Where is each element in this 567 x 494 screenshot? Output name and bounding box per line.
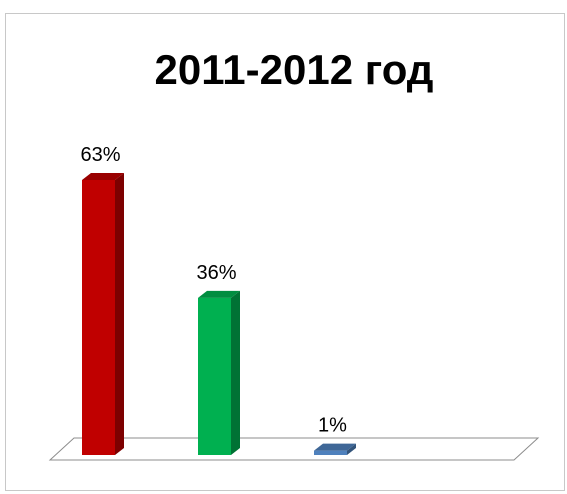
data-label-3: 1% [318, 415, 347, 437]
bar-front [314, 450, 347, 455]
chart-title: 2011-2012 год [155, 46, 434, 93]
bar-top [82, 173, 124, 180]
bar-front [198, 297, 231, 455]
bars-layer [82, 173, 356, 455]
bar-3 [314, 443, 356, 455]
data-label-2: 36% [196, 262, 236, 284]
bar-side [115, 173, 124, 455]
labels-layer: 63% 36% 1% [80, 144, 347, 437]
bar-top [198, 290, 240, 298]
chart-floor [48, 437, 540, 461]
bar-side [347, 443, 356, 455]
bar-2 [198, 290, 240, 455]
bar-front [82, 180, 115, 455]
bar-side [231, 290, 240, 455]
data-label-1: 63% [80, 144, 120, 166]
bar-1 [82, 173, 124, 455]
bar-top [314, 443, 356, 451]
